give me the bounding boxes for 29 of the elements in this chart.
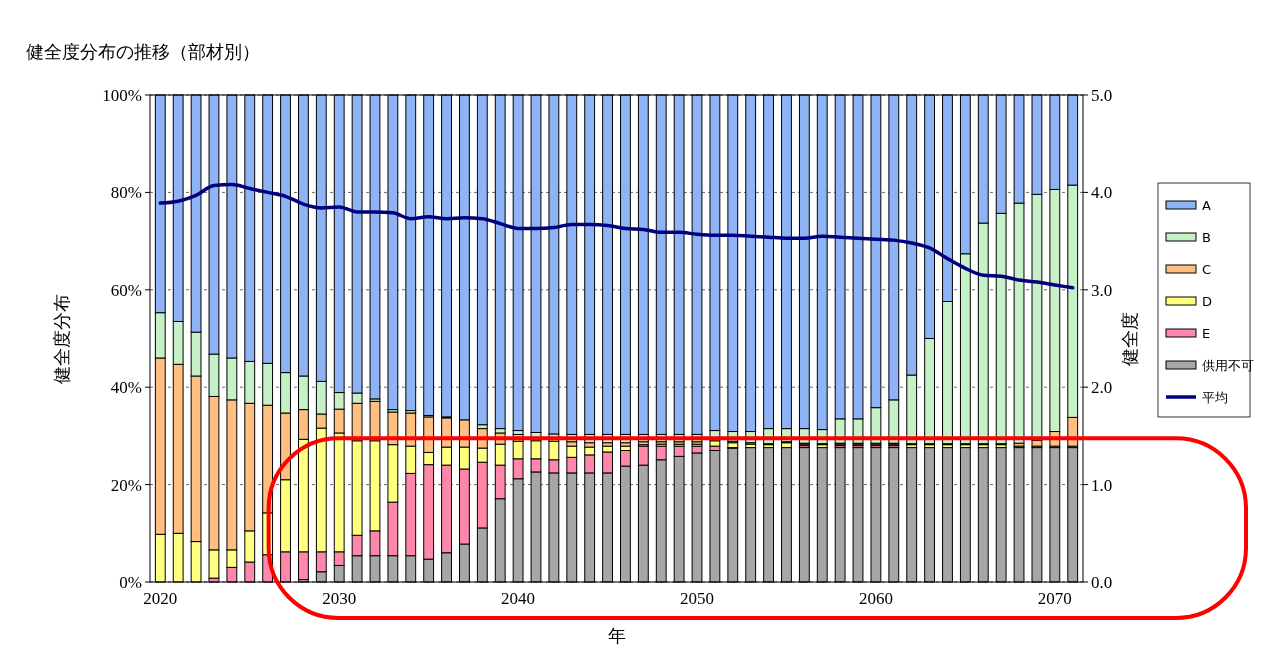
legend-label: D: [1202, 293, 1213, 309]
x-tick-label: 2060: [858, 589, 893, 608]
legend-label: E: [1202, 325, 1211, 341]
y2-tick-label: 0.0: [1091, 572, 1113, 592]
y2-tick-label: 2.0: [1091, 378, 1113, 398]
y-tick-label: 40%: [110, 378, 142, 398]
x-axis-title: 年: [607, 625, 626, 646]
x-tick-label: 2070: [1037, 589, 1072, 608]
y-tick-label: 100%: [102, 85, 142, 105]
y-tick-label: 80%: [110, 183, 142, 203]
legend-label: 供用不可: [1202, 357, 1254, 373]
legend-label: 平均: [1202, 389, 1228, 405]
x-tick-label: 2050: [680, 589, 715, 608]
legend-label: A: [1202, 197, 1211, 213]
x-tick-label: 2040: [501, 589, 536, 608]
y2-tick-label: 3.0: [1091, 280, 1113, 300]
legend-label: C: [1202, 261, 1212, 277]
y2-axis-title: 健全度: [1119, 311, 1140, 366]
y-axis-title: 健全度分布: [51, 293, 72, 384]
y-tick-label: 20%: [110, 475, 142, 495]
y2-tick-label: 1.0: [1091, 475, 1113, 495]
y-tick-label: 60%: [110, 280, 142, 300]
legend-label: B: [1202, 229, 1211, 245]
y-tick-label: 0%: [119, 572, 142, 592]
y2-tick-label: 5.0: [1091, 85, 1113, 105]
chart-title: 健全度分布の推移（部材別）: [26, 41, 260, 62]
x-tick-label: 2020: [143, 589, 178, 608]
y2-tick-label: 4.0: [1091, 183, 1113, 203]
x-tick-label: 2030: [322, 589, 357, 608]
